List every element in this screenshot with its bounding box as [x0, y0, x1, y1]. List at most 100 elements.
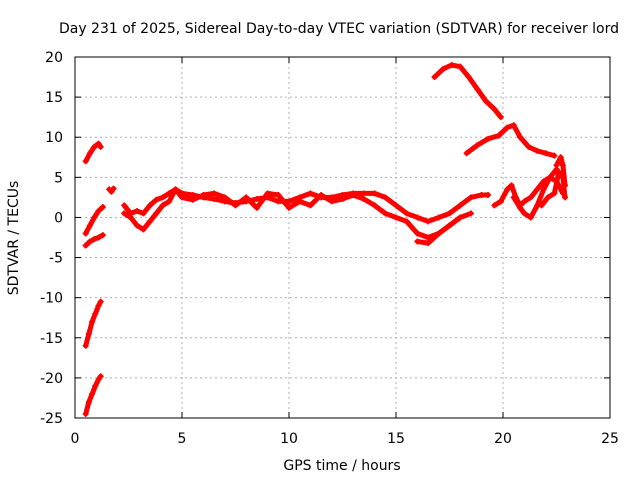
data-point [307, 202, 314, 209]
data-point [146, 202, 153, 209]
series-line [432, 62, 504, 120]
data-point [89, 390, 96, 397]
data-point [82, 342, 89, 349]
data-point [544, 194, 551, 201]
data-point [382, 210, 389, 217]
data-point [534, 186, 541, 193]
y-tick-label: -25 [40, 411, 63, 427]
series-arc-3 [82, 204, 106, 237]
chart-title: Day 231 of 2025, Sidereal Day-to-day VTE… [59, 21, 619, 37]
y-tick-label: -5 [49, 251, 63, 267]
data-point [140, 226, 147, 233]
data-point [425, 240, 432, 247]
data-point [89, 318, 96, 325]
series-arc-4 [82, 298, 104, 349]
data-point [562, 182, 569, 189]
data-point [127, 214, 134, 221]
data-point [446, 210, 453, 217]
data-point [134, 208, 141, 215]
data-point [86, 238, 93, 245]
data-point [474, 142, 481, 149]
data-point [85, 398, 92, 405]
data-point [275, 198, 282, 205]
data-point [264, 190, 271, 197]
x-tick-label: 10 [280, 431, 298, 447]
data-point [91, 143, 98, 150]
data-point [99, 204, 106, 211]
data-point [457, 63, 464, 70]
data-point [110, 185, 117, 192]
y-tick-label: 0 [54, 210, 63, 226]
data-point [457, 214, 464, 221]
data-point [221, 194, 228, 201]
data-series [82, 62, 569, 417]
data-point [99, 232, 106, 239]
data-point [478, 191, 485, 198]
data-point [211, 190, 218, 197]
data-point [121, 202, 128, 209]
data-point [108, 188, 115, 195]
series-arc-2 [82, 232, 106, 249]
data-point [521, 210, 528, 217]
data-point [414, 230, 421, 237]
data-point [497, 198, 504, 205]
data-point [497, 114, 504, 121]
data-point [508, 182, 515, 189]
data-point [527, 214, 534, 221]
data-point [495, 132, 502, 139]
data-point [448, 62, 455, 69]
data-point [95, 302, 102, 309]
data-point [467, 210, 474, 217]
data-point [275, 191, 282, 198]
data-point [360, 195, 367, 202]
data-point [85, 330, 92, 337]
data-point [474, 86, 481, 93]
y-tick-label: 5 [54, 170, 63, 186]
data-point [82, 410, 89, 417]
y-tick-label: 20 [45, 50, 63, 66]
y-tick-label: -10 [40, 291, 63, 307]
data-point [446, 222, 453, 229]
data-point [97, 143, 104, 150]
data-point [525, 143, 532, 150]
data-point [140, 210, 147, 217]
data-point [542, 150, 549, 157]
data-point [243, 194, 250, 201]
data-point [86, 222, 93, 229]
ticks: 0 5 10 15 20 25 -25 -20 -15 -10 -5 0 5 10 15 20 [40, 50, 619, 447]
data-point [296, 198, 303, 205]
data-point [339, 195, 346, 202]
data-point [95, 208, 102, 215]
data-point [510, 194, 517, 201]
data-point [172, 186, 179, 193]
data-point [253, 195, 260, 202]
data-point [286, 204, 292, 211]
data-point [517, 134, 524, 141]
data-point [189, 196, 196, 203]
series-arc-15 [553, 154, 569, 189]
data-point [82, 230, 89, 237]
data-point [82, 242, 89, 249]
data-point [179, 194, 185, 201]
series-arc-11 [463, 122, 558, 159]
data-point [431, 74, 438, 81]
data-point [510, 122, 517, 129]
data-point [286, 198, 292, 205]
data-point [82, 158, 89, 165]
data-point [95, 234, 102, 241]
data-point [232, 202, 239, 209]
data-point [153, 196, 160, 203]
data-point [393, 214, 399, 221]
data-point [97, 298, 104, 305]
data-point [517, 204, 524, 211]
series-line [554, 154, 568, 188]
data-point [527, 194, 534, 201]
data-point [491, 202, 498, 209]
data-point [414, 238, 421, 245]
data-point [491, 106, 498, 113]
data-point [551, 152, 558, 159]
data-point [328, 198, 335, 205]
data-point [425, 218, 432, 225]
data-point [159, 194, 166, 201]
